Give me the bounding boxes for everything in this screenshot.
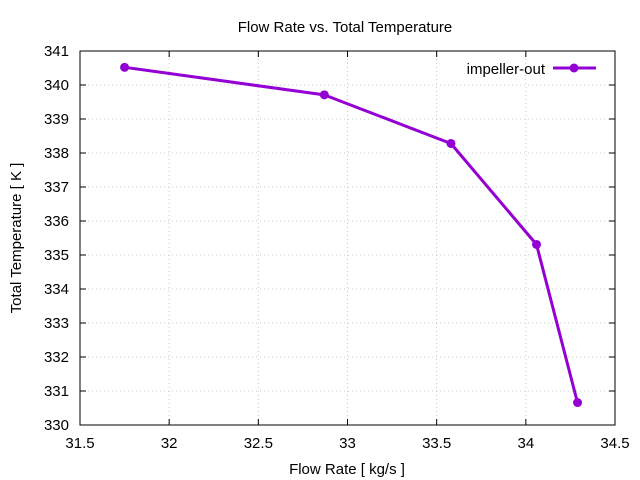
y-axis-label: Total Temperature [ K ] bbox=[8, 163, 25, 314]
y-tick-label: 340 bbox=[44, 77, 69, 94]
x-tick-label: 32.5 bbox=[244, 435, 273, 452]
y-tick-label: 334 bbox=[44, 281, 69, 298]
y-tick-label: 339 bbox=[44, 111, 69, 128]
x-tick-label: 31.5 bbox=[65, 435, 94, 452]
data-point bbox=[532, 239, 542, 249]
y-tick-label: 332 bbox=[44, 349, 69, 366]
x-tick-label: 34.5 bbox=[600, 435, 629, 452]
x-axis-label: Flow Rate [ kg/s ] bbox=[289, 461, 405, 478]
x-tick-label: 33.5 bbox=[422, 435, 451, 452]
y-tick-label: 333 bbox=[44, 315, 69, 332]
y-tick-label: 338 bbox=[44, 145, 69, 162]
legend-label: impeller-out bbox=[467, 61, 546, 78]
series-line bbox=[124, 65, 579, 403]
x-tick-label: 33 bbox=[339, 435, 356, 452]
data-point bbox=[573, 398, 583, 408]
y-tick-label: 341 bbox=[44, 43, 69, 60]
data-point bbox=[319, 90, 329, 100]
legend-marker bbox=[569, 63, 579, 73]
x-tick-label: 34 bbox=[517, 435, 534, 452]
data-point bbox=[446, 138, 456, 148]
y-axis: 330 331 332 333 334 335 336 337 338 339 340 341 bbox=[44, 43, 615, 434]
y-tick-label: 331 bbox=[44, 383, 69, 400]
y-tick-label: 337 bbox=[44, 179, 69, 196]
x-axis: 31.5 32 32.5 33 33.5 34 34.5 bbox=[65, 51, 630, 452]
chart-title: Flow Rate vs. Total Temperature bbox=[238, 19, 453, 36]
x-tick-label: 32 bbox=[161, 435, 178, 452]
y-tick-label: 336 bbox=[44, 213, 69, 230]
legend: impeller-out bbox=[467, 61, 596, 78]
series-group bbox=[120, 62, 583, 408]
data-point bbox=[120, 62, 130, 72]
y-tick-label: 330 bbox=[44, 417, 69, 434]
y-tick-label: 335 bbox=[44, 247, 69, 264]
grid bbox=[80, 51, 615, 425]
